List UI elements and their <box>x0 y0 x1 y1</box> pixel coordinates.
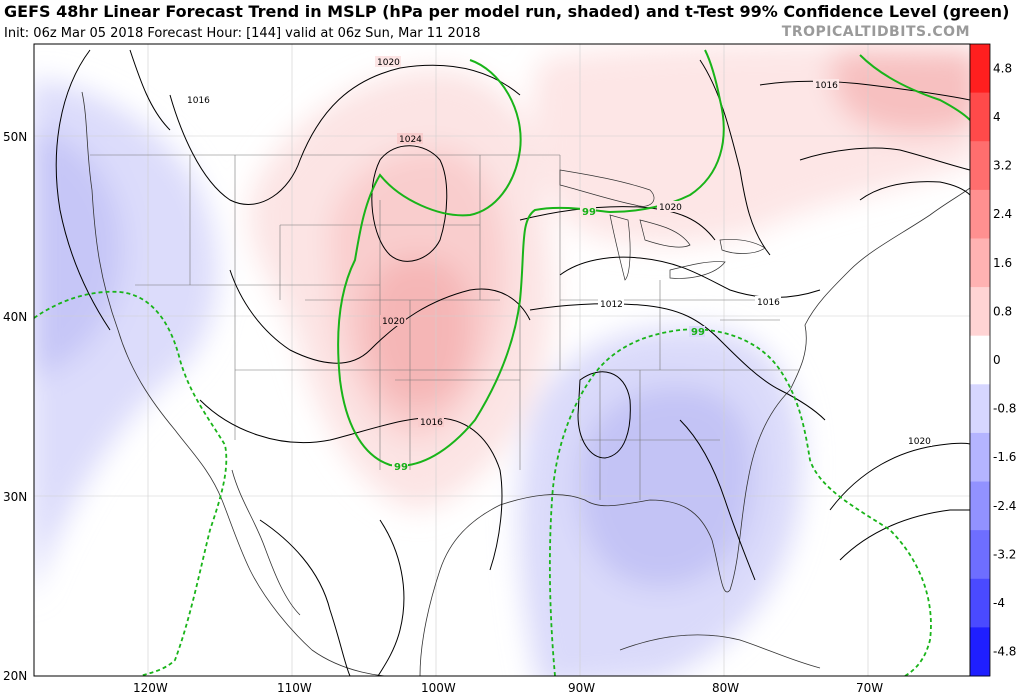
isobar-label: 1016 <box>757 298 780 308</box>
isobar-florida <box>679 419 756 581</box>
isobar-ne-b <box>799 147 970 171</box>
isobar-ne-c <box>859 181 970 201</box>
lon-label: 90W <box>568 681 595 695</box>
lon-label: 80W <box>712 681 739 695</box>
significance-southeast-dashed <box>548 328 932 676</box>
colorbar-label: 0.8 <box>993 304 1012 318</box>
isobar-atlantic-b <box>839 509 970 561</box>
significance-labels: 99 99 99 <box>392 206 705 473</box>
colorbar-label: -3.2 <box>993 547 1016 561</box>
positive-trend-canada <box>831 50 970 135</box>
colorbar-swatch <box>970 432 990 483</box>
isobar-low-gulf <box>577 371 631 459</box>
latitude-labels: 50N 40N 30N 20N <box>3 130 27 683</box>
isobars <box>55 49 970 676</box>
isobar-label: 1016 <box>815 81 838 91</box>
lat-label: 50N <box>3 130 27 144</box>
isobar-label: 1016 <box>420 418 443 428</box>
isobar-1020-atlantic <box>829 442 970 511</box>
colorbar-label: 4 <box>993 110 1001 124</box>
isobar-1020-great-lakes <box>519 206 716 241</box>
colorbar-swatch <box>970 189 990 239</box>
lon-label: 70W <box>856 681 883 695</box>
colorbar-label: -4.8 <box>993 645 1016 659</box>
lon-label: 110W <box>277 681 312 695</box>
isobar-1012 <box>529 303 826 421</box>
colorbar-swatch <box>970 530 990 580</box>
colorbar-label: 3.2 <box>993 159 1012 173</box>
colorbar-swatch <box>970 384 990 434</box>
longitude-labels: 120W 110W 100W 90W 80W 70W <box>133 681 883 695</box>
lon-label: 120W <box>133 681 168 695</box>
significance-label: 99 <box>691 327 705 338</box>
colorbar-swatch <box>970 578 990 628</box>
isobar-label: 1020 <box>377 58 400 68</box>
colorbar-swatch <box>970 44 990 94</box>
isobar-label: 1024 <box>399 135 422 145</box>
colorbar-label: -1.6 <box>993 450 1016 464</box>
run-info: Init: 06z Mar 05 2018 Forecast Hour: [14… <box>4 26 481 41</box>
isobar-label: 1020 <box>382 317 405 327</box>
lat-label: 40N <box>3 310 27 324</box>
colorbar-label: -2.4 <box>993 499 1016 513</box>
isobar-label: 1012 <box>600 300 623 310</box>
colorbar-swatch <box>970 335 990 385</box>
isobar-label: 1020 <box>659 203 682 213</box>
colorbar-label: -0.8 <box>993 402 1016 416</box>
colorbar-swatch <box>970 92 990 142</box>
colorbar-swatch <box>970 287 990 337</box>
state-borders <box>90 154 800 500</box>
isobar-south-b <box>377 519 405 676</box>
significance-ne <box>859 54 970 121</box>
page-title: GEFS 48hr Linear Forecast Trend in MSLP … <box>4 2 1010 21</box>
isobar-west-a <box>55 49 111 331</box>
isobar-1020-central <box>229 269 531 364</box>
isobar-south-a <box>259 519 351 676</box>
coastlines <box>81 91 970 676</box>
colorbar-frame <box>969 43 991 677</box>
colorbar-label: 4.8 <box>993 61 1012 75</box>
colorbar <box>969 43 991 677</box>
colorbar-swatch <box>970 627 990 677</box>
significance-label: 99 <box>582 207 596 218</box>
isobar-1016-north <box>169 64 521 205</box>
isobar-west-b <box>129 49 171 131</box>
isobar-ne-a <box>699 59 771 256</box>
positive-trend-max <box>365 257 471 407</box>
significance-west-dashed <box>34 290 228 676</box>
lat-label: 20N <box>3 669 27 683</box>
lat-label: 30N <box>3 490 27 504</box>
colorbar-label: 0 <box>993 353 1001 367</box>
isobar-1016-ne <box>759 80 970 101</box>
colorbar-swatch <box>970 141 990 191</box>
isobar-label: 1020 <box>908 437 931 447</box>
negative-trend-southeast-core <box>578 386 754 587</box>
brand-watermark: TROPICALTIDBITS.COM <box>781 24 970 40</box>
significance-label: 99 <box>394 462 408 473</box>
lon-label: 100W <box>421 681 456 695</box>
colorbar-labels: 4.8 4 3.2 2.4 1.6 0.8 0 -0.8 -1.6 -2.4 -3.2 -4 -4.8 <box>993 61 1016 658</box>
colorbar-label: 2.4 <box>993 207 1012 221</box>
isobar-label: 1016 <box>187 96 210 106</box>
colorbar-swatch <box>970 481 990 531</box>
isobar-labels: 1020 1016 1024 1020 1016 1012 1020 1016 … <box>185 56 932 447</box>
colorbar-swatch <box>970 238 990 288</box>
isobar-1024 <box>371 145 448 262</box>
colorbar-label: 1.6 <box>993 256 1012 270</box>
colorbar-label: -4 <box>993 596 1005 610</box>
